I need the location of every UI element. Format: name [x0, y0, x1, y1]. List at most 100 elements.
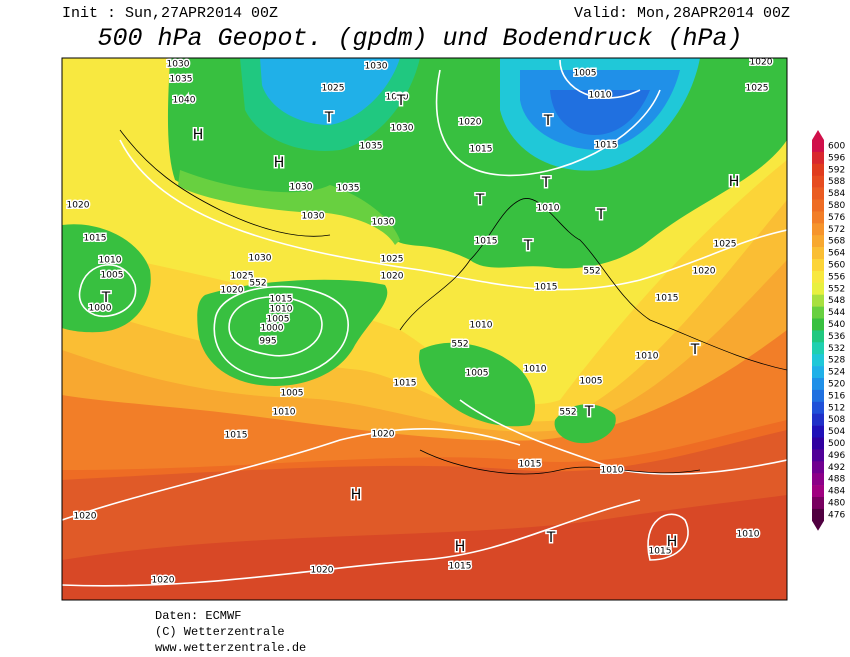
colorbar-swatch	[812, 187, 824, 200]
map-frame	[61, 57, 788, 601]
isobar-label: 1025	[322, 84, 345, 94]
isobar-label: 1020	[67, 201, 90, 211]
isobar-label: 1025	[381, 255, 404, 265]
isobar-label: 1005	[580, 377, 603, 387]
isobar-label: 1020	[311, 566, 334, 576]
colorbar-swatch	[812, 163, 824, 176]
colorbar-label: 584	[828, 189, 845, 199]
colorbar-label: 484	[828, 487, 845, 497]
map-labels: 103010351040H1025T10301030T10301035H1030…	[65, 56, 774, 587]
colorbar-cap	[812, 520, 824, 531]
colorbar-label: 560	[828, 260, 845, 270]
colorbar-swatch	[812, 437, 824, 450]
isobar-label: 1030	[365, 62, 388, 72]
pressure-center: H	[193, 127, 204, 143]
pressure-center: T	[584, 404, 594, 420]
isobar-label: 1030	[372, 218, 395, 228]
colorbar-swatch	[812, 508, 824, 522]
isobar-label: 1010	[589, 91, 612, 101]
isobar-label: 995	[259, 337, 276, 347]
isobar-label: 1015	[535, 283, 558, 293]
colorbar-label: 596	[828, 153, 845, 163]
pressure-center: H	[667, 534, 678, 550]
isobar-label: 1020	[74, 512, 97, 522]
footer-copyright: (C) Wetterzentrale	[155, 625, 285, 639]
colorbar-swatch	[812, 401, 824, 414]
pressure-center: H	[274, 155, 285, 171]
colorbar-label: 480	[828, 498, 845, 508]
colorbar-label: 548	[828, 296, 845, 306]
colorbar-swatch	[812, 425, 824, 438]
colorbar-label: 532	[828, 344, 845, 354]
colorbar-label: 476	[828, 510, 845, 520]
isobar-label: 1025	[714, 240, 737, 250]
isobar-label: 1015	[656, 294, 679, 304]
colorbar-swatch	[812, 247, 824, 260]
colorbar-swatch	[812, 211, 824, 224]
valid-time: Valid: Mon,28APR2014 00Z	[574, 5, 790, 22]
colorbar-swatch	[812, 330, 824, 343]
isobar-label: 1010	[636, 352, 659, 362]
map-title: 500 hPa Geopot. (gpdm) und Bodendruck (h…	[97, 24, 742, 53]
colorbar-swatch	[812, 461, 824, 474]
colorbar-label: 544	[828, 308, 845, 318]
colorbar-swatch	[812, 389, 824, 403]
isobar-label: 1015	[449, 562, 472, 572]
colorbar-label: 540	[828, 320, 845, 330]
isobar-label: 1010	[470, 321, 493, 331]
pressure-center: T	[475, 192, 485, 208]
isobar-label: 1010	[737, 530, 760, 540]
colorbar-label: 576	[828, 213, 845, 223]
colorbar-label: 496	[828, 451, 845, 461]
pressure-center: T	[324, 110, 334, 126]
isobar-label: 1035	[337, 184, 360, 194]
isobar-label: 1015	[470, 145, 493, 155]
colorbar-label: 600	[828, 141, 845, 151]
isobar-label: 1020	[693, 267, 716, 277]
colorbar-swatch	[812, 199, 824, 212]
isobar-label: 1010	[537, 204, 560, 214]
isobar-label: 1035	[170, 75, 193, 85]
isobar-label: 1030	[386, 93, 409, 103]
isobar-label: 1005	[466, 369, 489, 379]
colorbar-label: 572	[828, 225, 845, 235]
colorbar-label: 592	[828, 165, 845, 175]
colorbar-swatch	[812, 259, 824, 272]
isobar-label: 1015	[394, 379, 417, 389]
isobar-label: 1005	[267, 315, 290, 325]
colorbar-swatch	[812, 366, 824, 379]
isobar-label: 1020	[372, 430, 395, 440]
colorbar-label: 488	[828, 475, 845, 485]
pressure-center: H	[455, 539, 466, 555]
colorbar-label: 588	[828, 177, 845, 187]
colorbar-swatch	[812, 449, 824, 462]
colorbar-swatch	[812, 140, 824, 153]
isobar-label: 1030	[249, 254, 272, 264]
pressure-center: T	[101, 290, 111, 306]
colorbar-swatch	[812, 342, 824, 355]
colorbar-swatch	[812, 485, 824, 498]
colorbar-label: 568	[828, 237, 845, 247]
isobar-label: 1015	[270, 295, 293, 305]
isobar-label: 1020	[459, 118, 482, 128]
pressure-center: T	[690, 342, 700, 358]
pressure-center: T	[543, 113, 553, 129]
isobar-label: 1000	[89, 304, 112, 314]
footer-url: www.wetterzentrale.de	[155, 641, 306, 655]
pressure-center: T	[596, 207, 606, 223]
colorbar-swatch	[812, 223, 824, 236]
isobar-label: 1015	[595, 141, 618, 151]
colorbar-label: 556	[828, 272, 845, 282]
colorbar-swatch	[812, 473, 824, 486]
colorbar-swatch	[812, 270, 824, 284]
colorbar-swatch	[812, 413, 824, 426]
isobar-label: 1005	[101, 271, 124, 281]
isobar-label: 552	[583, 267, 600, 277]
isobar-label: 1005	[574, 69, 597, 79]
isobar-label: 552	[559, 408, 576, 418]
colorbar-label: 520	[828, 379, 845, 389]
colorbar-swatch	[812, 151, 824, 165]
pressure-center: H	[351, 487, 362, 503]
colorbar-label: 500	[828, 439, 845, 449]
